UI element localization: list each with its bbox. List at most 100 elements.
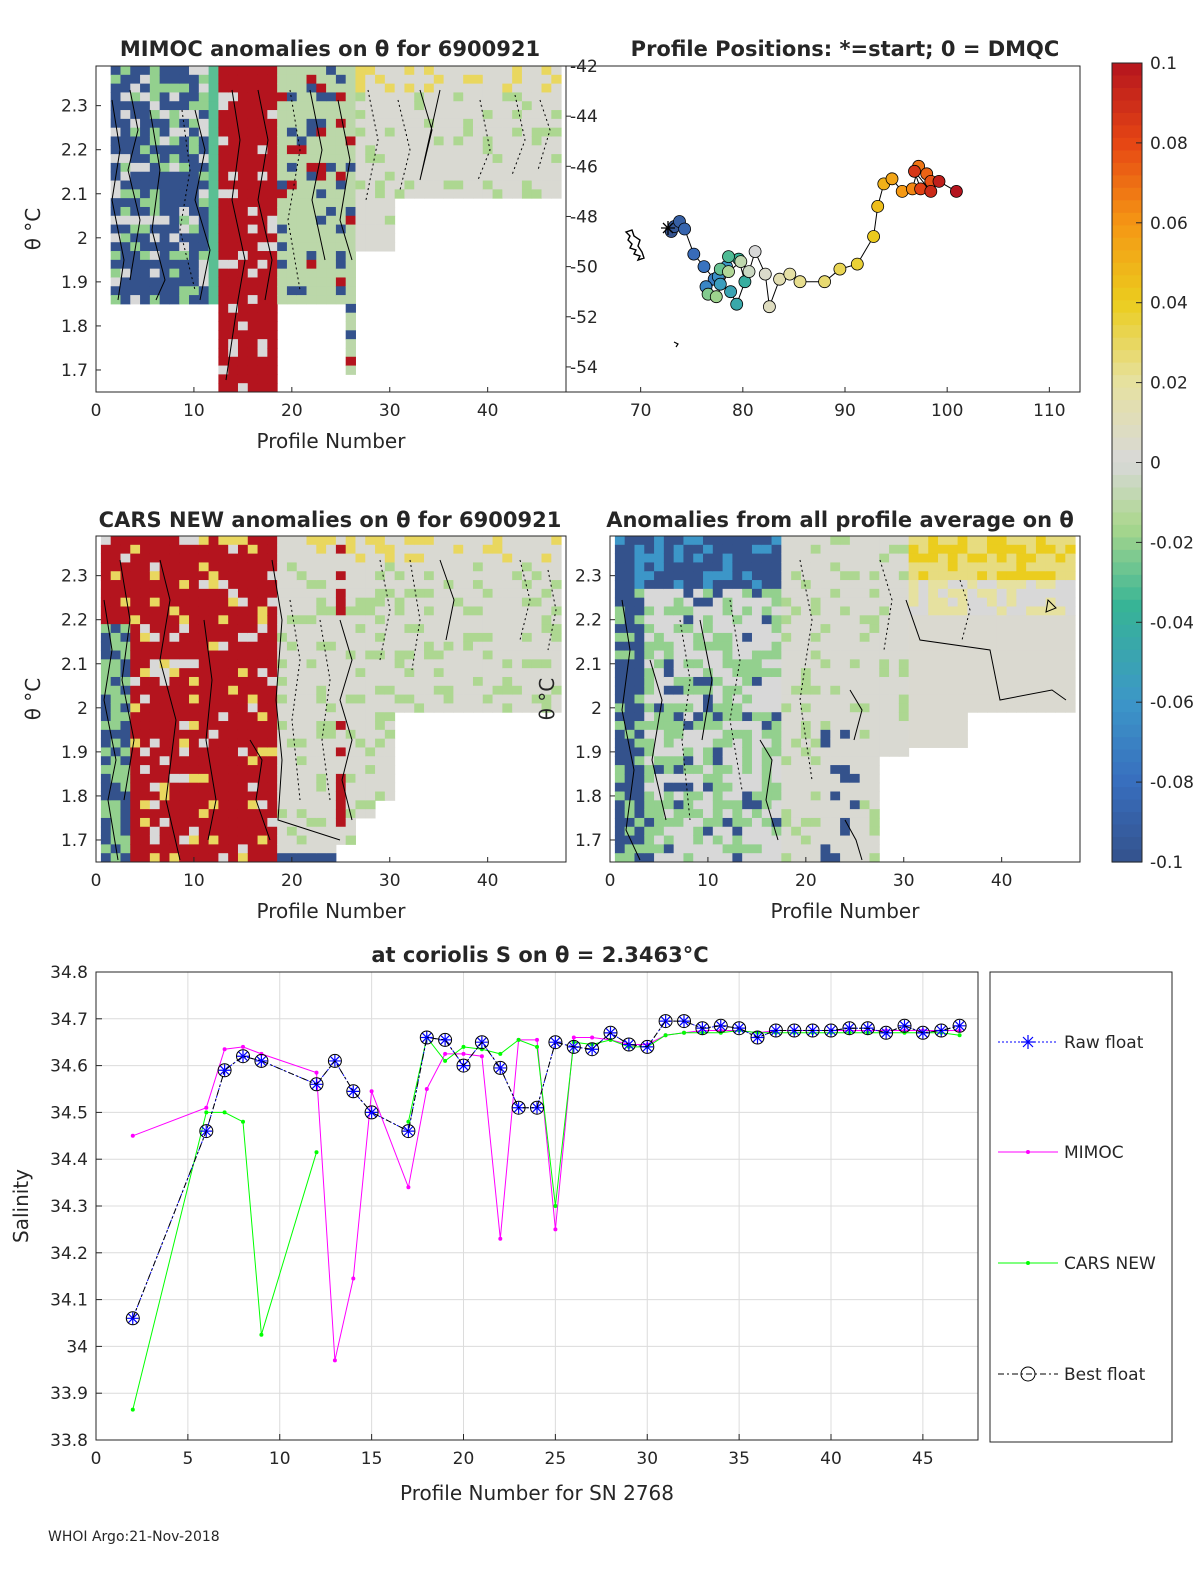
heatmap-cell xyxy=(551,83,562,93)
heatmap-cell xyxy=(624,791,635,801)
heatmap-cell xyxy=(820,826,831,837)
heatmap-cell xyxy=(218,92,229,102)
heatmap-cell xyxy=(355,145,366,155)
heatmap-cell xyxy=(521,606,533,616)
heatmap-cell xyxy=(453,668,464,678)
heatmap-cell xyxy=(424,562,435,572)
heatmap-cell xyxy=(335,74,347,85)
point-best-float xyxy=(364,1105,379,1120)
heatmap-cell xyxy=(306,189,317,199)
heatmap-cell xyxy=(286,765,298,775)
heatmap-cell xyxy=(820,676,831,687)
heatmap-cell xyxy=(345,321,356,331)
heatmap-cell xyxy=(130,615,141,625)
heatmap-cell xyxy=(179,835,190,845)
heatmap-cell xyxy=(296,215,308,226)
heatmap-cell xyxy=(928,685,939,696)
heatmap-cell xyxy=(414,189,425,199)
heatmap-cell xyxy=(761,632,773,643)
heatmap-cell xyxy=(169,259,180,270)
heatmap-cell xyxy=(742,694,753,704)
heatmap-cell xyxy=(957,685,968,696)
heatmap-cell xyxy=(712,553,724,563)
heatmap-cell xyxy=(781,844,792,854)
heatmap-cell xyxy=(218,773,229,784)
heatmap-cell xyxy=(277,215,288,226)
heatmap-cell xyxy=(928,703,939,713)
heatmap-cell xyxy=(898,659,910,669)
heatmap-cell xyxy=(218,553,229,563)
heatmap-cell xyxy=(977,685,988,696)
heatmap-cell xyxy=(296,800,308,810)
heatmap-cell xyxy=(218,615,229,625)
heatmap-cell xyxy=(257,676,268,687)
heatmap-cell xyxy=(1035,571,1047,581)
heatmap-cell xyxy=(712,853,724,863)
heatmap-cell xyxy=(732,782,743,793)
heatmap-cell xyxy=(947,738,959,748)
heatmap-cell xyxy=(614,615,626,625)
heatmap-cell xyxy=(286,101,298,111)
heatmap-cell xyxy=(335,835,347,845)
heatmap-cell xyxy=(654,615,665,625)
heatmap-cell xyxy=(130,782,141,793)
heatmap-cell xyxy=(228,791,239,801)
heatmap-cell xyxy=(296,729,308,740)
heatmap-cell xyxy=(663,853,675,863)
heatmap-cell xyxy=(267,189,278,199)
point-cars-new xyxy=(682,1030,686,1035)
heatmap-cell xyxy=(512,127,523,137)
heatmap-cell xyxy=(443,136,454,146)
heatmap-cell xyxy=(189,756,200,766)
heatmap-cell xyxy=(634,597,645,607)
heatmap-cell xyxy=(375,553,386,563)
heatmap-cell xyxy=(849,632,861,643)
heatmap-cell xyxy=(502,189,513,199)
heatmap-cell xyxy=(189,703,200,713)
heatmap-cell xyxy=(345,756,356,766)
heatmap-cell xyxy=(335,171,347,182)
heatmap-cell xyxy=(237,597,249,607)
heatmap-cell xyxy=(879,721,890,731)
heatmap-cell xyxy=(683,835,694,845)
heatmap-cell xyxy=(859,588,870,599)
heatmap-cell xyxy=(967,588,978,599)
heatmap-cell xyxy=(830,729,841,740)
heatmap-cell xyxy=(384,606,396,616)
heatmap-cell xyxy=(326,659,337,669)
heatmap-cell xyxy=(237,347,249,358)
heatmap-cell xyxy=(541,650,552,660)
heatmap-cell xyxy=(130,659,141,669)
heatmap-cell xyxy=(810,624,822,634)
colorbar-cell xyxy=(1112,724,1142,738)
heatmap-cell xyxy=(830,747,841,757)
heatmap-cell xyxy=(433,118,445,129)
heatmap-cell xyxy=(849,571,861,581)
point-mimoc xyxy=(406,1185,411,1190)
heatmap-cell xyxy=(316,295,327,305)
heatmap-cell xyxy=(683,791,694,801)
heatmap-cell xyxy=(722,765,733,775)
heatmap-cell xyxy=(463,154,474,164)
heatmap-cell xyxy=(296,721,308,731)
heatmap-cell xyxy=(149,536,161,546)
heatmap-cell xyxy=(218,782,229,793)
heatmap-cell xyxy=(472,685,484,696)
colorbar-cell xyxy=(1112,737,1142,751)
heatmap-cell xyxy=(326,835,337,845)
heatmap-cell xyxy=(130,259,141,270)
heatmap-cell xyxy=(482,180,494,190)
positions-plot-frame xyxy=(565,65,1081,393)
heatmap-cell xyxy=(693,765,704,775)
heatmap-cell xyxy=(703,844,714,854)
heatmap-cell xyxy=(938,588,949,599)
colorbar-cell xyxy=(1112,699,1142,713)
heatmap-cell xyxy=(130,773,141,784)
heatmap-cell xyxy=(908,562,919,572)
heatmap-cell xyxy=(140,844,151,854)
heatmap-cell xyxy=(1045,641,1057,652)
heatmap-cell xyxy=(614,844,626,854)
heatmap-cell xyxy=(286,800,298,810)
heatmap-cell xyxy=(335,676,347,687)
heatmap-cell xyxy=(375,536,386,546)
